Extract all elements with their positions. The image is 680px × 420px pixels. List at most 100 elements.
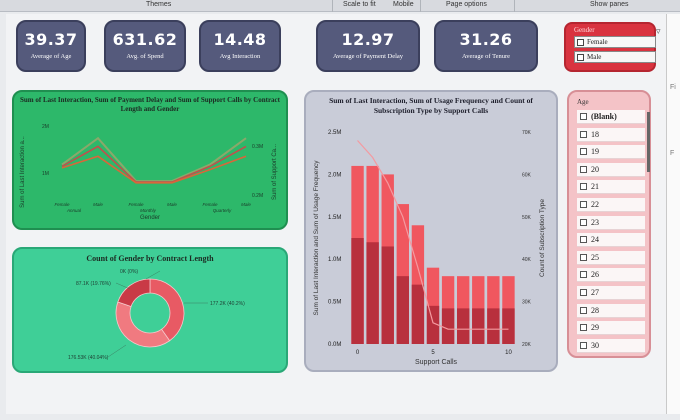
bar-inner[interactable]: [472, 308, 485, 344]
checkbox-icon[interactable]: [580, 236, 587, 244]
bar-chart-y2tick: 70K: [522, 130, 532, 136]
bar-chart-svg: Sum of Last Interaction and Sum of Usage…: [313, 130, 546, 366]
kpi-card-avg-spend[interactable]: 631.62 Avg. of Spend: [104, 20, 186, 72]
age-option[interactable]: 22: [577, 198, 645, 212]
donut-chart-panel[interactable]: Count of Gender by Contract Length 177.2…: [12, 247, 288, 373]
checkbox-icon[interactable]: [580, 306, 587, 314]
age-option[interactable]: 26: [577, 268, 645, 283]
bar-chart-panel[interactable]: Sum of Last Interaction, Sum of Usage Fr…: [304, 90, 558, 372]
donut-slice[interactable]: [115, 301, 171, 348]
age-option-label: 26: [591, 270, 599, 280]
age-option[interactable]: 28: [577, 303, 645, 318]
age-option[interactable]: 18: [577, 127, 645, 142]
gender-option-female[interactable]: Female: [574, 36, 656, 48]
bar-inner[interactable]: [487, 308, 500, 344]
filters-pane-edge[interactable]: [666, 14, 680, 414]
bar-inner[interactable]: [396, 276, 410, 344]
kpi-card-average-tenure[interactable]: 31.26 Average of Tenure: [434, 20, 538, 72]
bar-inner[interactable]: [502, 308, 515, 344]
age-option[interactable]: (Blank): [577, 110, 645, 124]
line-chart-ytick: 1M: [42, 171, 49, 177]
kpi-card-avg-interaction[interactable]: 14.48 Avg Interaction: [199, 20, 281, 72]
filter-icon[interactable]: ▿: [656, 26, 661, 36]
report-canvas: 39.37 Average of Age 631.62 Avg. of Spen…: [6, 14, 666, 414]
themes-button[interactable]: Themes: [146, 1, 172, 8]
show-panes-button[interactable]: Show panes: [590, 1, 629, 8]
bar-chart-ytick: 0.0M: [328, 342, 341, 348]
line-chart-svg: Sum of Last Interaction a... Sum of Supp…: [20, 124, 278, 221]
bar-inner[interactable]: [411, 284, 425, 344]
kpi-label: Avg Interaction: [219, 53, 261, 60]
bar-inner[interactable]: [426, 305, 440, 344]
donut-slice[interactable]: [117, 278, 151, 308]
bar-chart-line[interactable]: [357, 140, 509, 330]
age-option[interactable]: 25: [577, 250, 645, 265]
line-chart-panel[interactable]: Sum of Last Interaction, Sum of Payment …: [12, 90, 288, 230]
line-chart-xlabel: Gender: [140, 215, 160, 221]
bar-chart-title: Sum of Last Interaction, Sum of Usage Fr…: [329, 96, 533, 115]
checkbox-icon[interactable]: [580, 253, 587, 261]
age-option-label: 18: [591, 129, 599, 139]
age-option[interactable]: 27: [577, 286, 645, 300]
bar-inner[interactable]: [381, 246, 394, 344]
line-chart-xtick: Male: [167, 202, 177, 207]
checkbox-icon[interactable]: [580, 165, 587, 173]
bar-inner[interactable]: [351, 238, 364, 344]
checkbox-icon[interactable]: [577, 54, 584, 61]
age-option[interactable]: 19: [577, 145, 645, 160]
checkbox-icon[interactable]: [580, 324, 587, 332]
age-option-label: (Blank): [591, 112, 617, 121]
scale-to-fit-button[interactable]: Scale to fit: [343, 1, 376, 8]
line-chart-xtick: Female: [54, 202, 70, 207]
checkbox-icon[interactable]: [580, 271, 587, 279]
donut-label: 87.1K (19.76%): [76, 281, 111, 287]
age-option-label: 19: [591, 147, 599, 157]
age-option[interactable]: 23: [577, 215, 645, 230]
checkbox-icon[interactable]: [580, 148, 587, 156]
age-option[interactable]: 21: [577, 180, 645, 195]
kpi-label: Average of Payment Delay: [332, 53, 404, 60]
line-series[interactable]: [61, 145, 247, 183]
age-scrollbar[interactable]: [647, 112, 650, 172]
checkbox-icon[interactable]: [580, 183, 587, 191]
bar-inner[interactable]: [456, 308, 470, 344]
age-option-label: 29: [591, 323, 599, 333]
bar-chart-ytick: 1.5M: [328, 215, 341, 221]
line-chart-xtick: Female: [202, 202, 218, 207]
kpi-card-average-age[interactable]: 39.37 Average of Age: [16, 20, 86, 72]
age-option-label: 20: [591, 164, 599, 174]
kpi-label: Average of Tenure: [461, 53, 511, 60]
checkbox-icon[interactable]: [580, 289, 587, 296]
donut-slice[interactable]: [149, 278, 185, 342]
checkbox-icon[interactable]: [580, 130, 587, 138]
checkbox-icon[interactable]: [580, 201, 587, 208]
age-option[interactable]: 20: [577, 162, 645, 177]
mobile-button[interactable]: Mobile: [393, 1, 414, 8]
line-chart-y2label: Sum of Support Ca...: [272, 144, 278, 200]
bar-chart-xtick: 5: [431, 350, 435, 356]
age-option[interactable]: 29: [577, 321, 645, 336]
age-slicer-title: Age: [577, 98, 589, 106]
checkbox-icon[interactable]: [580, 341, 587, 349]
kpi-card-average-payment-delay[interactable]: 12.97 Average of Payment Delay: [316, 20, 420, 72]
line-series[interactable]: [61, 136, 247, 183]
line-chart-title: Sum of Last Interaction, Sum of Payment …: [20, 96, 280, 113]
bar-chart-y2tick: 20K: [522, 342, 532, 348]
checkbox-icon[interactable]: [577, 39, 584, 46]
kpi-value: 31.26: [459, 30, 513, 49]
age-option-label: 22: [591, 200, 599, 209]
age-option[interactable]: 24: [577, 233, 645, 248]
donut-leader-line: [115, 282, 131, 290]
gender-option-male[interactable]: Male: [574, 51, 656, 63]
page-options-button[interactable]: Page options: [446, 1, 487, 8]
ribbon-bar: Themes Scale to fit Mobile Page options …: [0, 0, 680, 12]
checkbox-icon[interactable]: [580, 113, 587, 120]
bar-chart-xtick: 10: [505, 350, 512, 356]
bar-inner[interactable]: [441, 308, 455, 344]
bar-chart-ytick: 0.5M: [328, 300, 341, 306]
checkbox-icon[interactable]: [580, 218, 587, 226]
age-option[interactable]: 30: [577, 338, 645, 353]
bar-inner[interactable]: [366, 242, 379, 344]
line-chart-y2tick: 0.3M: [252, 144, 263, 150]
line-series[interactable]: [61, 155, 247, 184]
